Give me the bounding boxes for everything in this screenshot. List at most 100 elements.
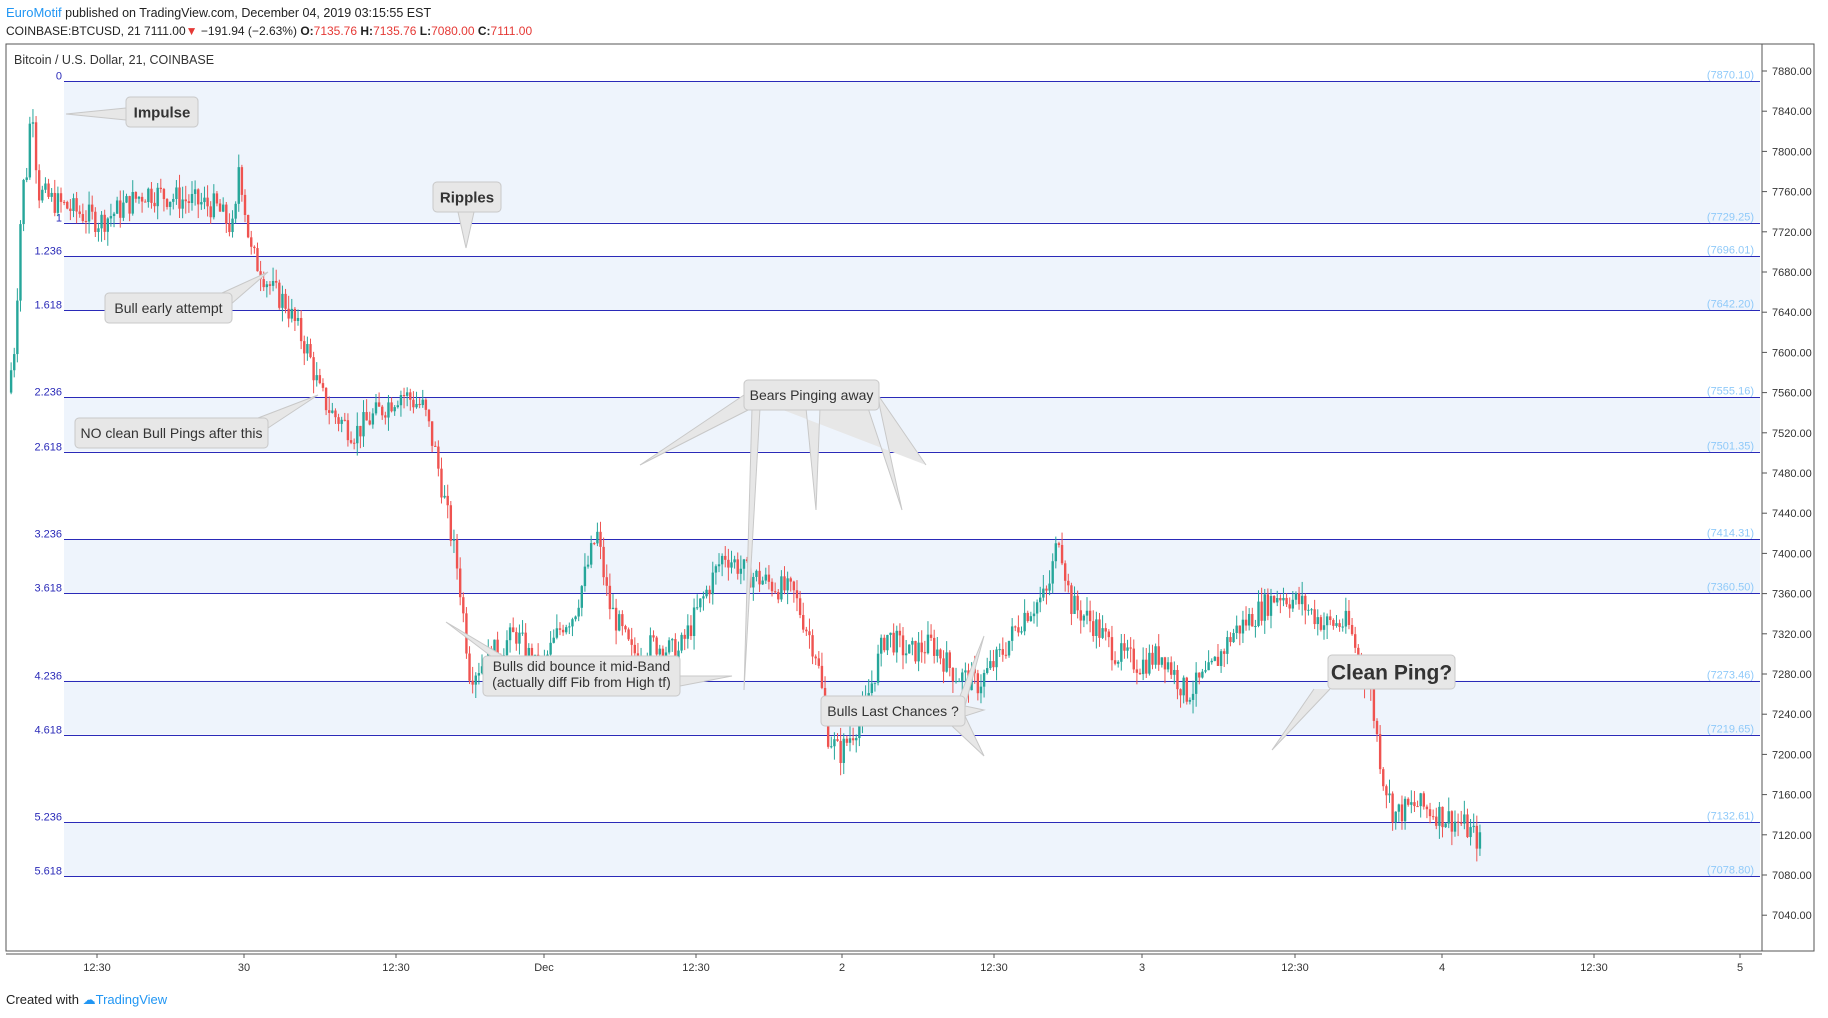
candle-body: [511, 627, 515, 633]
candle-body: [683, 634, 686, 639]
candle-body: [225, 204, 228, 224]
candle-body: [995, 649, 998, 668]
callout-label: Bulls did bounce it mid-Band: [493, 658, 670, 674]
high-label: H:: [360, 24, 374, 38]
candle-body: [402, 395, 406, 397]
fib-levels[interactable]: 0 (7870.10) 1 (7729.25) 1.236 (7696.01) 1.618 (…: [34, 70, 1760, 878]
candle-body: [1051, 561, 1054, 584]
candle-body: [621, 614, 624, 627]
candle-body: [552, 637, 555, 643]
candle-body: [1403, 798, 1407, 822]
fib-price-label: (7132.61): [1707, 811, 1754, 823]
candle-body: [873, 682, 877, 684]
candle-body: [792, 581, 796, 591]
candle-body: [989, 661, 992, 669]
time-axis[interactable]: 12:30 30 12:30 Dec 12:30 2 12:30 3 12:30 4 12:30 5: [83, 954, 1743, 974]
candle-body: [889, 632, 892, 635]
candle-body: [1316, 617, 1319, 625]
created-with-label: Created with: [6, 992, 79, 1007]
candle-body: [618, 614, 621, 631]
candle-body: [555, 628, 559, 638]
candle-body: [1076, 595, 1079, 611]
candle-body: [1478, 832, 1482, 849]
candle-body: [1247, 613, 1251, 626]
candle-body: [674, 639, 677, 665]
candle-body: [59, 193, 63, 202]
candle-body: [218, 203, 222, 212]
price-tick-label: 7280.00: [1772, 669, 1812, 681]
candle-body: [1048, 583, 1051, 591]
candle-body: [568, 626, 571, 628]
fib-ratio-label: 2.618: [34, 442, 62, 454]
candle-body: [702, 596, 705, 599]
candle-body: [399, 395, 403, 406]
candle-body: [755, 570, 758, 577]
low-value: 7080.00: [431, 24, 475, 38]
candle-body: [1413, 802, 1416, 807]
candle-body: [409, 392, 412, 400]
candle-body: [957, 681, 961, 683]
time-tick-label: 5: [1737, 962, 1743, 974]
candle-body: [1269, 596, 1273, 616]
price-tick-label: 7080.00: [1772, 870, 1812, 882]
candle-body: [303, 341, 306, 354]
candle-body: [1160, 657, 1164, 665]
fib-price-label: (7273.46): [1707, 670, 1754, 682]
candle-body: [614, 607, 618, 631]
candle-body: [1092, 621, 1095, 636]
candle-body: [175, 187, 178, 199]
candle-body: [1113, 660, 1117, 664]
candle-body: [165, 199, 169, 207]
author-link[interactable]: EuroMotif: [6, 5, 62, 20]
candle-body: [658, 648, 661, 655]
candle-body: [892, 632, 895, 653]
candle-body: [28, 123, 32, 178]
candle-body: [1313, 609, 1316, 625]
callout-label: NO clean Bull Pings after this: [80, 425, 262, 441]
candle-body: [789, 578, 792, 582]
candle-body: [783, 576, 786, 591]
candle-body: [826, 710, 830, 747]
candle-body: [1266, 594, 1270, 616]
candle-body: [321, 383, 325, 388]
candle-body: [708, 589, 711, 595]
price-tick-label: 7120.00: [1772, 830, 1812, 842]
candle-body: [1135, 669, 1139, 673]
candle-body: [346, 420, 350, 441]
candle-body: [745, 559, 749, 561]
callout-pointer: [221, 271, 269, 306]
candle-body: [923, 652, 927, 654]
candle-body: [144, 201, 147, 203]
candle-body: [1428, 809, 1432, 817]
candle-body: [200, 202, 203, 205]
candle-body: [624, 626, 627, 630]
candle-body: [19, 224, 22, 301]
candle-body: [109, 216, 113, 219]
candle-body: [1335, 623, 1338, 626]
candle-body: [1463, 814, 1466, 824]
candle-body: [72, 198, 75, 211]
candle-body: [1126, 647, 1129, 651]
candle-body: [577, 607, 580, 617]
candle-body: [1375, 720, 1379, 735]
candle-body: [939, 649, 942, 659]
candle-body: [1104, 628, 1107, 632]
candle-body: [1332, 620, 1335, 626]
price-tick-label: 7400.00: [1772, 548, 1812, 560]
candle-body: [992, 661, 995, 668]
candle-body: [883, 637, 886, 651]
candle-body: [256, 248, 259, 272]
candle-body: [795, 590, 799, 599]
close-label: C:: [477, 24, 491, 38]
candle-body: [1085, 610, 1089, 616]
candle-body: [1388, 793, 1391, 796]
publish-line: EuroMotif published on TradingView.com, …: [6, 4, 532, 22]
candle-body: [1279, 597, 1282, 601]
candle-body: [112, 213, 116, 217]
candle-body: [1045, 588, 1048, 591]
tradingview-link[interactable]: TradingView: [95, 992, 168, 1007]
candle-body: [1057, 543, 1061, 545]
price-axis[interactable]: 7880.00 7840.00 7800.00 7760.00 7720.00 7680.…: [1762, 66, 1812, 922]
candle-body: [1141, 659, 1145, 675]
